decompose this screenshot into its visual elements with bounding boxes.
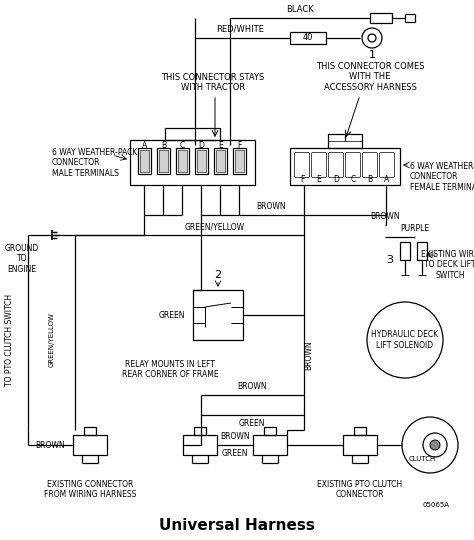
Text: A: A — [384, 176, 390, 185]
Text: RELAY MOUNTS IN LEFT
REAR CORNER OF FRAME: RELAY MOUNTS IN LEFT REAR CORNER OF FRAM… — [122, 360, 219, 380]
Bar — [165, 128, 220, 140]
Bar — [193, 290, 243, 340]
Bar — [73, 435, 107, 455]
Text: RED/WHITE: RED/WHITE — [216, 25, 264, 34]
Text: 6 WAY WEATHER-PACK
CONNECTOR
MALE TERMINALS: 6 WAY WEATHER-PACK CONNECTOR MALE TERMIN… — [52, 148, 137, 178]
Text: B: B — [367, 176, 373, 185]
Text: D: D — [199, 140, 204, 150]
Bar — [264, 427, 276, 435]
Bar — [235, 150, 244, 172]
Bar — [159, 150, 168, 172]
Bar — [354, 427, 366, 435]
Text: CLUTCH: CLUTCH — [409, 456, 436, 462]
Bar — [157, 148, 170, 174]
Bar — [197, 150, 206, 172]
Text: BROWN: BROWN — [220, 432, 250, 441]
Text: BROWN: BROWN — [237, 382, 267, 391]
Text: 05065A: 05065A — [423, 502, 450, 508]
Text: D: D — [333, 176, 339, 185]
Text: 1: 1 — [368, 50, 375, 60]
Text: GREEN/YELLOW: GREEN/YELLOW — [185, 222, 245, 231]
Bar — [178, 150, 187, 172]
Bar — [370, 13, 392, 23]
Text: A: A — [142, 140, 147, 150]
Text: TO PTO CLUTCH SWITCH: TO PTO CLUTCH SWITCH — [6, 294, 15, 386]
Text: F: F — [237, 140, 242, 150]
Text: 6 WAY WEATHER-PACK
CONNECTOR
FEMALE TERMINALS: 6 WAY WEATHER-PACK CONNECTOR FEMALE TERM… — [410, 162, 474, 192]
Text: EXISTING CONNECTOR
FROM WIRING HARNESS: EXISTING CONNECTOR FROM WIRING HARNESS — [44, 480, 136, 500]
Text: C: C — [350, 176, 356, 185]
Bar — [400, 242, 410, 260]
Bar — [216, 150, 225, 172]
Bar — [214, 148, 227, 174]
Text: HYDRAULIC DECK
LIFT SOLENOID: HYDRAULIC DECK LIFT SOLENOID — [372, 330, 438, 350]
Bar — [290, 148, 400, 185]
Bar — [417, 242, 427, 260]
Circle shape — [430, 440, 440, 450]
Text: EXISTING WIRE
TO DECK LIFT
SWITCH: EXISTING WIRE TO DECK LIFT SWITCH — [421, 250, 474, 280]
Text: E: E — [218, 140, 223, 150]
Bar — [183, 435, 217, 455]
Text: Universal Harness: Universal Harness — [159, 517, 315, 532]
Text: THIS CONNECTOR STAYS
WITH TRACTOR: THIS CONNECTOR STAYS WITH TRACTOR — [161, 73, 264, 92]
Bar — [138, 148, 151, 174]
Bar — [140, 150, 149, 172]
Text: 2: 2 — [214, 270, 221, 280]
Bar — [290, 32, 326, 44]
Text: E: E — [317, 176, 321, 185]
Text: BROWN: BROWN — [256, 202, 286, 211]
Bar — [194, 427, 206, 435]
Text: GREEN/YELLOW: GREEN/YELLOW — [49, 313, 55, 367]
Text: THIS CONNECTOR COMES
WITH THE
ACCESSORY HARNESS: THIS CONNECTOR COMES WITH THE ACCESSORY … — [316, 62, 424, 92]
Text: GREEN: GREEN — [222, 449, 248, 458]
Text: GREEN: GREEN — [158, 310, 185, 320]
Text: BROWN: BROWN — [36, 441, 65, 449]
Bar — [176, 148, 189, 174]
Text: BROWN: BROWN — [370, 212, 400, 221]
Text: 40: 40 — [303, 33, 313, 43]
Text: GREEN: GREEN — [239, 419, 265, 428]
Text: EXISTING PTO CLUTCH
CONNECTOR: EXISTING PTO CLUTCH CONNECTOR — [318, 480, 402, 500]
Text: GROUND
TO
ENGINE: GROUND TO ENGINE — [5, 244, 39, 274]
Text: B: B — [161, 140, 166, 150]
Text: BLACK: BLACK — [286, 5, 314, 14]
Bar — [130, 140, 255, 185]
Text: PURPLE: PURPLE — [400, 224, 429, 233]
Text: BROWN: BROWN — [304, 340, 313, 370]
Bar — [328, 134, 362, 148]
Bar — [233, 148, 246, 174]
Text: C: C — [180, 140, 185, 150]
Text: 3: 3 — [386, 255, 393, 265]
Bar — [253, 435, 287, 455]
Text: F: F — [300, 176, 304, 185]
Bar — [84, 427, 96, 435]
Bar — [195, 148, 208, 174]
Bar — [343, 435, 377, 455]
